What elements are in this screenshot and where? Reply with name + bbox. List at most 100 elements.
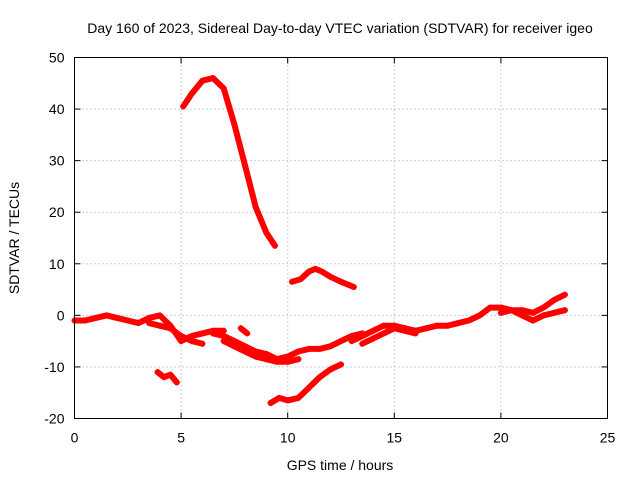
data-point bbox=[271, 242, 278, 249]
data-point bbox=[284, 397, 291, 404]
series-tail-low bbox=[497, 307, 568, 324]
data-point bbox=[242, 348, 249, 355]
y-tick-label: -10 bbox=[44, 359, 64, 375]
data-point bbox=[263, 356, 270, 363]
data-point bbox=[178, 333, 185, 339]
data-point bbox=[244, 330, 251, 337]
data-point bbox=[199, 330, 206, 337]
data-point bbox=[497, 304, 504, 311]
data-point bbox=[455, 320, 462, 327]
data-point bbox=[267, 400, 274, 406]
data-point bbox=[306, 384, 312, 391]
data-point bbox=[433, 322, 440, 329]
data-point bbox=[124, 317, 131, 324]
data-point bbox=[231, 121, 238, 128]
data-point bbox=[350, 284, 357, 290]
data-point bbox=[380, 330, 387, 337]
data-point bbox=[476, 312, 483, 319]
series-dip-lower bbox=[220, 338, 302, 365]
data-point bbox=[380, 322, 387, 329]
series-line-big-arc bbox=[180, 75, 278, 249]
data-point bbox=[318, 268, 325, 275]
data-point bbox=[161, 374, 167, 381]
data-point bbox=[359, 333, 366, 339]
data-point bbox=[370, 335, 376, 342]
series-small-hump bbox=[289, 265, 357, 290]
data-point bbox=[551, 296, 558, 303]
data-point bbox=[263, 229, 270, 236]
data-point bbox=[540, 304, 547, 311]
data-point bbox=[338, 361, 344, 368]
data-point bbox=[338, 338, 344, 345]
data-point bbox=[423, 325, 430, 332]
series-big-arc bbox=[180, 75, 278, 249]
data-point bbox=[252, 204, 259, 211]
x-tick-label: 10 bbox=[280, 430, 296, 446]
y-axis-title: SDTVAR / TECUs bbox=[6, 182, 22, 294]
data-point bbox=[284, 358, 291, 365]
series-baseline-lower-early bbox=[146, 320, 206, 347]
x-tick-label: 25 bbox=[600, 430, 616, 446]
series-rise-lower bbox=[359, 325, 419, 347]
data-point bbox=[487, 304, 494, 311]
data-point bbox=[529, 309, 536, 316]
series-small-cluster bbox=[237, 325, 251, 337]
data-point bbox=[327, 366, 334, 373]
data-point bbox=[92, 314, 99, 321]
data-point bbox=[465, 317, 472, 324]
data-point bbox=[284, 353, 291, 360]
data-point bbox=[242, 162, 249, 169]
data-point bbox=[154, 369, 161, 376]
data-point bbox=[327, 273, 334, 280]
data-point bbox=[220, 85, 227, 92]
data-point bbox=[540, 312, 547, 319]
data-point bbox=[551, 309, 558, 316]
data-point bbox=[529, 317, 536, 324]
data-point bbox=[146, 320, 153, 327]
y-tick-label: 0 bbox=[57, 307, 65, 323]
series-line-small-cluster bbox=[237, 325, 251, 337]
data-point bbox=[508, 307, 515, 314]
series-baseline-early bbox=[71, 312, 227, 345]
data-point bbox=[188, 338, 195, 345]
axis-ticks bbox=[74, 57, 608, 419]
data-point bbox=[338, 278, 344, 285]
data-point bbox=[327, 343, 334, 350]
data-point bbox=[391, 325, 398, 332]
data-point bbox=[348, 338, 355, 345]
data-point bbox=[312, 265, 319, 272]
data-point bbox=[561, 307, 568, 314]
data-point bbox=[156, 312, 163, 319]
data-point bbox=[146, 314, 153, 321]
data-point bbox=[274, 358, 280, 365]
data-point bbox=[297, 276, 304, 283]
data-point bbox=[220, 327, 227, 334]
data-point bbox=[295, 356, 302, 363]
y-tick-label: -20 bbox=[44, 411, 64, 427]
data-point bbox=[237, 325, 244, 332]
y-tick-label: 40 bbox=[49, 101, 65, 117]
data-point bbox=[519, 312, 526, 319]
series-line-small-hump bbox=[289, 265, 357, 290]
series-lower-arc bbox=[267, 361, 344, 406]
data-point bbox=[370, 327, 376, 334]
data-point bbox=[306, 345, 312, 352]
data-point bbox=[316, 374, 323, 381]
data-point bbox=[173, 379, 180, 386]
data-point bbox=[263, 351, 270, 357]
data-point bbox=[82, 317, 89, 324]
data-point bbox=[289, 278, 295, 285]
data-point bbox=[402, 327, 408, 334]
plot-frame bbox=[74, 57, 608, 419]
data-series-layer bbox=[71, 75, 568, 406]
data-point bbox=[295, 394, 302, 401]
data-point bbox=[135, 320, 142, 327]
data-point bbox=[231, 343, 238, 350]
x-tick-label: 5 bbox=[177, 430, 185, 446]
data-point bbox=[306, 268, 312, 275]
x-tick-label: 0 bbox=[71, 430, 79, 446]
data-point bbox=[210, 330, 217, 337]
data-point bbox=[252, 353, 259, 360]
data-point bbox=[210, 75, 217, 82]
